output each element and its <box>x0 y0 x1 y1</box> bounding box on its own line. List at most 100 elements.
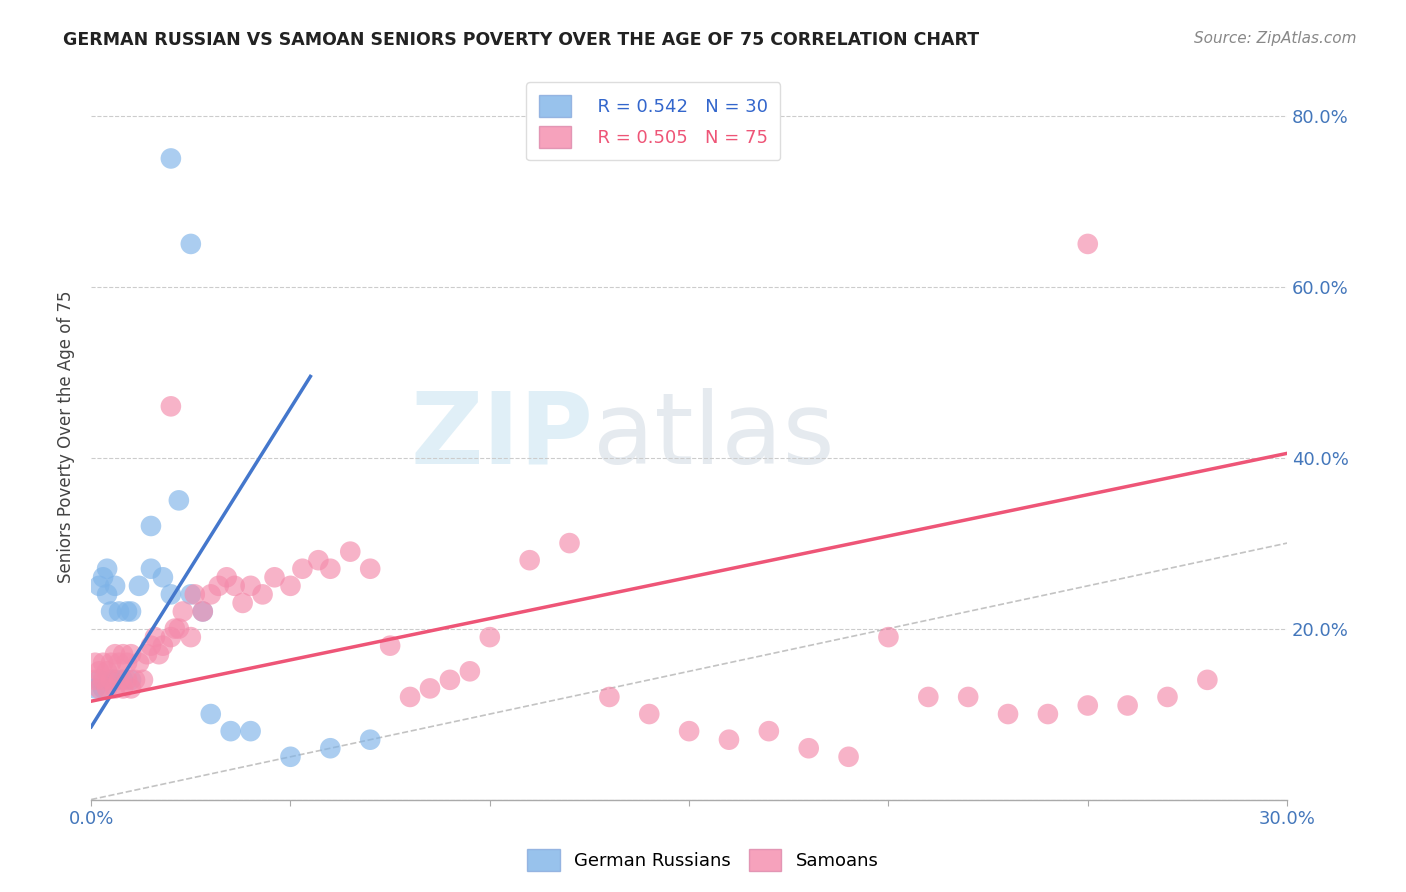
Point <box>108 605 131 619</box>
Point <box>219 724 242 739</box>
Point <box>1077 698 1099 713</box>
Point <box>419 681 441 696</box>
Point <box>108 673 131 687</box>
Point <box>124 673 146 687</box>
Point <box>678 724 700 739</box>
Point <box>132 673 155 687</box>
Point <box>104 673 127 687</box>
Point <box>96 587 118 601</box>
Point <box>91 656 114 670</box>
Point <box>439 673 461 687</box>
Point <box>208 579 231 593</box>
Point <box>838 749 860 764</box>
Point <box>172 605 194 619</box>
Point <box>139 519 162 533</box>
Point <box>1077 236 1099 251</box>
Point <box>112 647 135 661</box>
Point <box>291 562 314 576</box>
Point <box>280 579 302 593</box>
Point <box>339 544 361 558</box>
Point <box>378 639 401 653</box>
Point <box>91 570 114 584</box>
Point <box>1116 698 1139 713</box>
Point <box>307 553 329 567</box>
Point <box>191 605 214 619</box>
Point <box>139 562 162 576</box>
Point <box>1197 673 1219 687</box>
Point <box>598 690 620 704</box>
Point <box>797 741 820 756</box>
Point <box>252 587 274 601</box>
Point <box>96 681 118 696</box>
Point <box>112 681 135 696</box>
Point <box>89 579 111 593</box>
Point <box>167 622 190 636</box>
Point <box>160 587 183 601</box>
Point <box>91 681 114 696</box>
Point <box>877 630 900 644</box>
Point <box>200 707 222 722</box>
Point <box>148 647 170 661</box>
Point <box>191 605 214 619</box>
Point <box>1156 690 1178 704</box>
Point <box>96 562 118 576</box>
Point <box>84 681 107 696</box>
Y-axis label: Seniors Poverty Over the Age of 75: Seniors Poverty Over the Age of 75 <box>58 290 75 582</box>
Point <box>224 579 246 593</box>
Point <box>108 656 131 670</box>
Point <box>128 656 150 670</box>
Point <box>136 647 159 661</box>
Point <box>104 681 127 696</box>
Point <box>359 562 381 576</box>
Point <box>263 570 285 584</box>
Point <box>160 400 183 414</box>
Point <box>89 681 111 696</box>
Point <box>160 152 183 166</box>
Point <box>120 605 142 619</box>
Point <box>120 673 142 687</box>
Text: GERMAN RUSSIAN VS SAMOAN SENIORS POVERTY OVER THE AGE OF 75 CORRELATION CHART: GERMAN RUSSIAN VS SAMOAN SENIORS POVERTY… <box>63 31 980 49</box>
Point <box>180 236 202 251</box>
Point <box>558 536 581 550</box>
Point <box>163 622 186 636</box>
Point <box>96 665 118 679</box>
Point <box>184 587 207 601</box>
Point <box>957 690 980 704</box>
Point <box>100 656 122 670</box>
Point <box>115 656 138 670</box>
Point <box>478 630 501 644</box>
Point <box>89 673 111 687</box>
Point <box>120 647 142 661</box>
Point <box>84 673 107 687</box>
Point <box>112 673 135 687</box>
Point <box>239 579 262 593</box>
Point <box>359 732 381 747</box>
Point <box>758 724 780 739</box>
Point <box>160 630 183 644</box>
Point <box>104 579 127 593</box>
Point <box>139 639 162 653</box>
Legend:   R = 0.542   N = 30,   R = 0.505   N = 75: R = 0.542 N = 30, R = 0.505 N = 75 <box>526 82 780 161</box>
Text: atlas: atlas <box>593 388 835 484</box>
Legend: German Russians, Samoans: German Russians, Samoans <box>520 842 886 879</box>
Point <box>319 562 342 576</box>
Point <box>128 579 150 593</box>
Point <box>180 587 202 601</box>
Point <box>319 741 342 756</box>
Point <box>115 605 138 619</box>
Point <box>180 630 202 644</box>
Point <box>100 673 122 687</box>
Point <box>104 647 127 661</box>
Point <box>200 587 222 601</box>
Point <box>115 673 138 687</box>
Point <box>232 596 254 610</box>
Point <box>84 656 107 670</box>
Point <box>519 553 541 567</box>
Point <box>89 665 111 679</box>
Point <box>917 690 939 704</box>
Point <box>152 570 174 584</box>
Point <box>399 690 422 704</box>
Point <box>280 749 302 764</box>
Point <box>1036 707 1059 722</box>
Point <box>458 665 481 679</box>
